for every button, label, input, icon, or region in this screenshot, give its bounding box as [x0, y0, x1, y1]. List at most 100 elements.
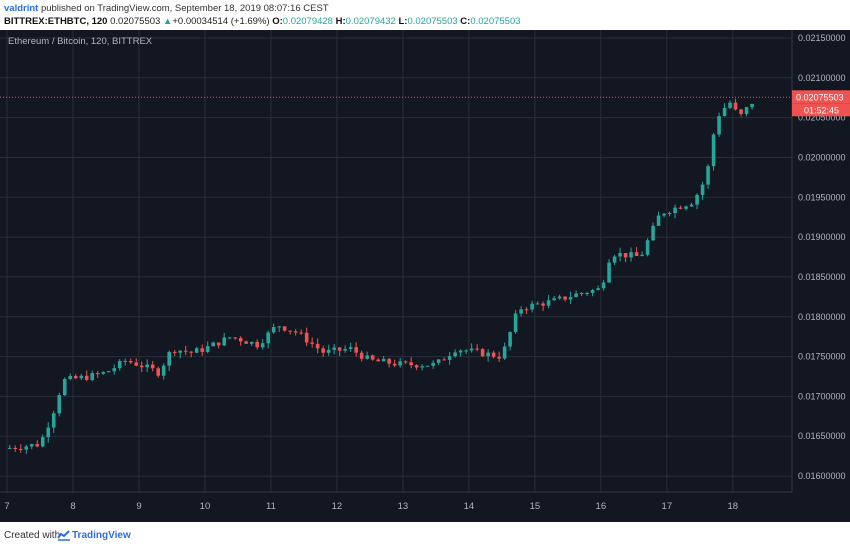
candle-body	[57, 395, 62, 414]
candle-body	[183, 350, 188, 352]
current-price-tag-bg	[792, 90, 850, 104]
time-tick-label: 15	[530, 501, 541, 512]
chart-header: valdrint published on TradingView.com, S…	[0, 0, 850, 30]
open-label: O:	[272, 16, 283, 27]
candle-body	[502, 346, 507, 359]
candle-body	[68, 375, 73, 380]
candle-body	[90, 373, 95, 380]
candle-body	[348, 347, 353, 349]
candle-body	[167, 351, 171, 366]
low-label: L:	[398, 16, 408, 27]
chart-area[interactable]: 0.01600000 0.01650000 0.01700000 0.01750000…	[0, 30, 850, 522]
countdown-tag-bg	[792, 103, 850, 117]
close-value: 0.02075503	[470, 16, 521, 27]
candle-body	[513, 313, 518, 333]
candle-body	[458, 350, 463, 353]
candle-body	[750, 103, 754, 108]
candle-body	[337, 347, 342, 351]
candle-body	[189, 351, 193, 353]
candle-body	[689, 204, 694, 207]
candle-body	[717, 116, 721, 135]
candlestick-chart[interactable]: 0.01600000 0.01650000 0.01700000 0.01750000…	[0, 30, 850, 522]
time-axis[interactable]: 7 8 9 10 11 12 13 14 15 16 17 18	[0, 491, 792, 512]
symbol-label: BITTREX:ETHBTC, 120	[4, 16, 108, 27]
time-tick-label: 16	[596, 501, 607, 512]
time-tick-label: 10	[200, 501, 211, 512]
price-tick-label: 0.01800000	[798, 312, 846, 322]
time-tick-label: 13	[398, 501, 409, 512]
candle-body	[420, 366, 424, 368]
tradingview-brand-link[interactable]: TradingView	[72, 530, 131, 541]
candle-body	[469, 348, 474, 351]
price-axis[interactable]: 0.01600000 0.01650000 0.01700000 0.01750000…	[791, 30, 846, 492]
candle-body	[392, 363, 397, 366]
candle-body	[425, 365, 430, 367]
price-tick-label: 0.01600000	[798, 471, 846, 481]
candle-body	[40, 437, 45, 447]
candle-body	[216, 342, 221, 346]
published-text: published on TradingView.com, September …	[40, 3, 329, 14]
candle-body	[744, 107, 749, 114]
high-value: 0.02079432	[345, 16, 396, 27]
candle-body	[530, 303, 534, 310]
candle-body	[656, 215, 661, 226]
candle-body	[18, 449, 23, 451]
publish-info: valdrint published on TradingView.com, S…	[4, 3, 329, 14]
candle-body	[414, 365, 419, 368]
candle-body	[684, 206, 688, 209]
candle-body	[310, 342, 314, 344]
time-tick-label: 17	[662, 501, 673, 512]
candle-body	[299, 332, 303, 334]
candle-body	[563, 296, 567, 300]
candle-body	[304, 332, 309, 343]
open-value: 0.02079428	[282, 16, 333, 27]
current-price-tag: 0.02075503 01:52:45	[792, 90, 850, 117]
candle-body	[117, 360, 122, 369]
candle-body	[227, 337, 232, 339]
candle-body	[255, 341, 259, 348]
candle-body	[568, 297, 573, 300]
candle-body	[667, 212, 672, 214]
time-tick-label: 14	[464, 501, 475, 512]
candle-body	[436, 359, 441, 363]
price-tick-label: 0.01700000	[798, 391, 846, 401]
symbol-info: BITTREX:ETHBTC, 120 0.02075503 ▲+0.00034…	[4, 16, 521, 27]
candle-body	[128, 360, 133, 363]
price-change: +0.00034514 (+1.69%)	[172, 16, 270, 27]
price-tick-label: 0.02100000	[798, 73, 846, 83]
candles	[7, 98, 754, 454]
candle-body	[524, 309, 529, 311]
candle-body	[62, 379, 67, 396]
time-tick-label: 11	[266, 501, 276, 512]
grid-lines	[0, 30, 792, 492]
created-with-label: Created with	[4, 530, 61, 541]
price-tick-label: 0.01950000	[798, 192, 846, 202]
price-tick-label: 0.02150000	[798, 33, 846, 43]
candle-body	[590, 290, 595, 294]
candle-body	[139, 365, 144, 368]
candle-body	[354, 347, 358, 353]
candle-body	[706, 166, 710, 185]
candle-body	[244, 341, 248, 344]
candle-body	[51, 413, 56, 428]
price-tick-label: 0.02000000	[798, 152, 846, 162]
time-tick-label: 9	[136, 501, 141, 512]
candle-body	[453, 352, 457, 357]
author-link[interactable]: valdrint	[4, 3, 39, 14]
chart-footer: Created with TradingView	[0, 522, 850, 548]
candle-body	[557, 296, 562, 299]
candle-body	[381, 358, 386, 362]
price-tick-label: 0.01900000	[798, 232, 846, 242]
tradingview-logo-icon[interactable]	[57, 528, 71, 542]
candle-body	[178, 350, 182, 353]
candle-body	[271, 327, 276, 333]
candle-body	[486, 352, 490, 357]
candle-body	[409, 362, 413, 366]
candle-body	[491, 352, 496, 357]
candle-body	[156, 368, 160, 376]
candle-body	[211, 342, 215, 347]
candle-body	[84, 375, 89, 380]
time-tick-label: 7	[4, 501, 9, 512]
candle-body	[398, 361, 402, 366]
candle-body	[24, 446, 29, 450]
